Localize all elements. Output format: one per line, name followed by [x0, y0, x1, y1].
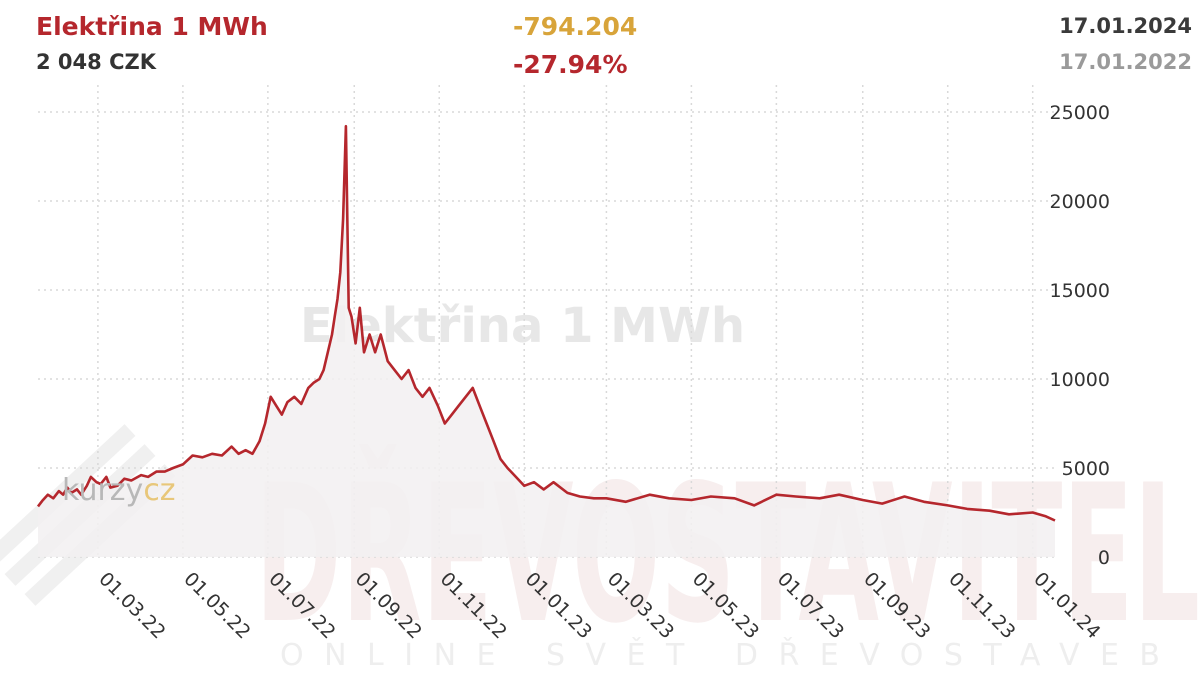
y-tick-label: 15000	[1050, 280, 1110, 302]
svg-text:kurzycz: kurzycz	[62, 473, 176, 508]
absolute-change: -794.204	[513, 12, 638, 41]
current-date: 17.01.2024	[1059, 14, 1192, 38]
y-axis: 25000 20000 15000 10000 5000 0	[1050, 102, 1110, 569]
y-tick-label: 10000	[1050, 369, 1110, 391]
kurzy-logo-suffix: cz	[143, 473, 175, 508]
current-price: 2 048 CZK	[36, 50, 156, 74]
kurzy-logo: kurzycz	[62, 473, 176, 508]
x-tick-label: 01.05.22	[179, 568, 254, 643]
x-tick-label: 01.03.22	[94, 568, 169, 643]
price-area-fill	[38, 126, 1055, 557]
y-tick-label: 5000	[1062, 458, 1110, 480]
y-tick-label: 20000	[1050, 191, 1110, 213]
y-tick-label: 25000	[1050, 102, 1110, 124]
chart-name-watermark: Elektřina 1 MWh	[300, 298, 745, 354]
percent-change: -27.94%	[513, 50, 628, 79]
price-line	[36, 124, 1056, 522]
y-tick-label: 0	[1098, 547, 1110, 569]
reference-date: 17.01.2022	[1059, 50, 1192, 74]
instrument-title: Elektřina 1 MWh	[36, 12, 268, 41]
kurzy-logo-text: kurzy	[62, 473, 143, 508]
